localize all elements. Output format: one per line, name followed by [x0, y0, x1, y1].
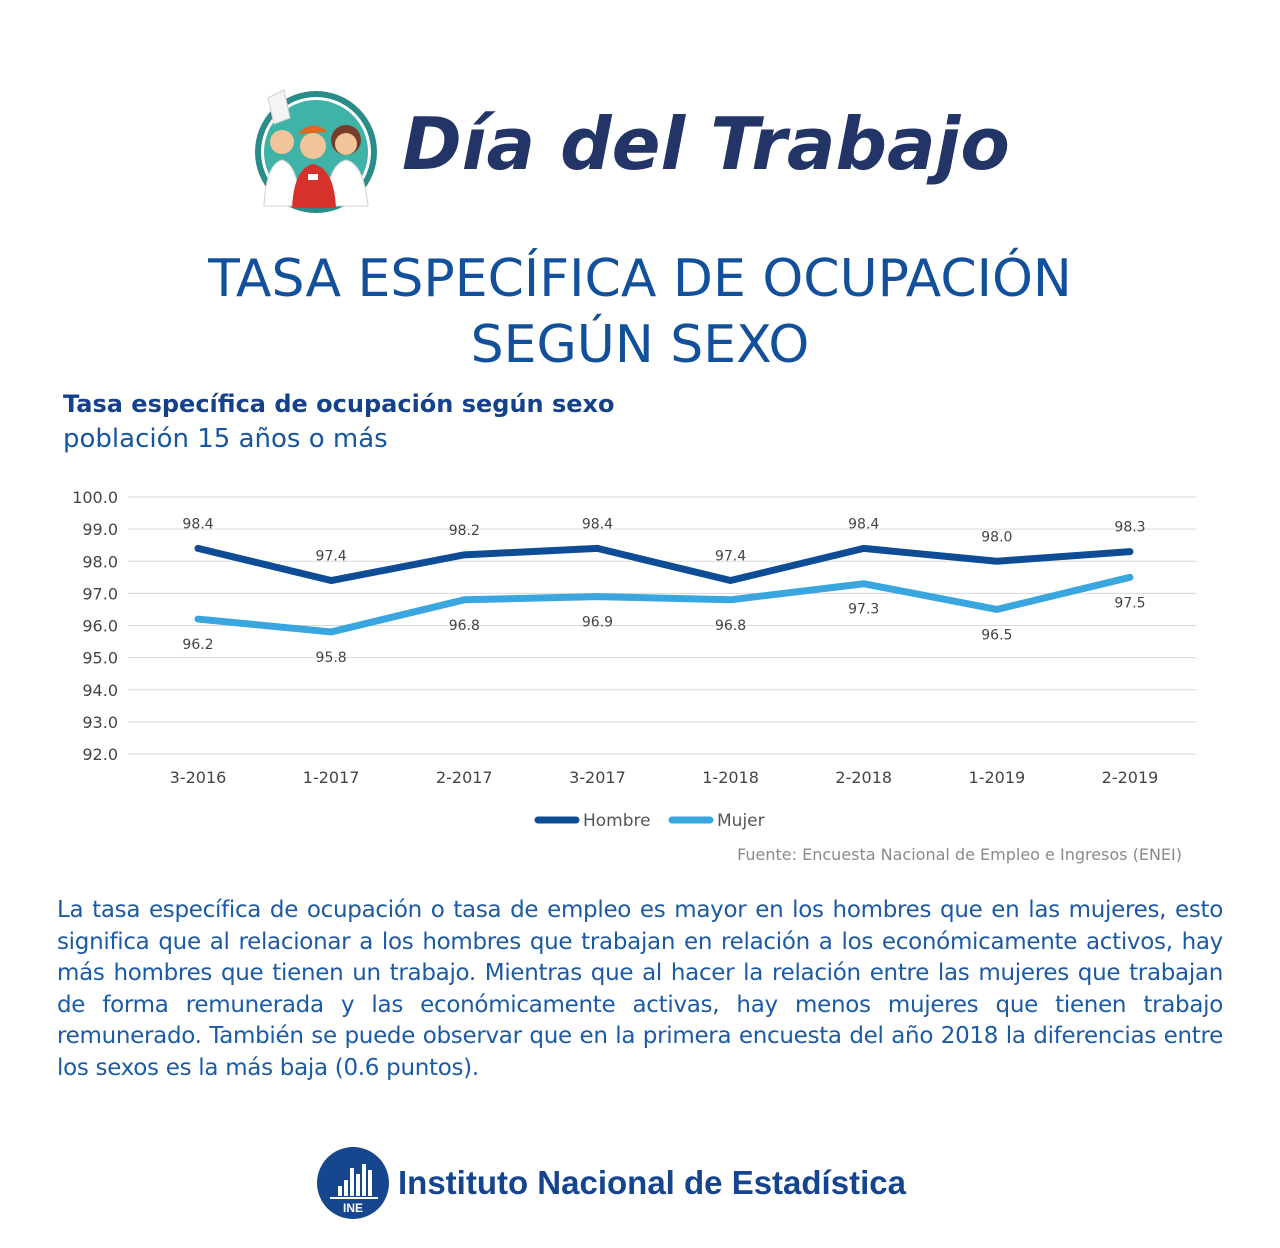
- y-tick-label: 93.0: [82, 713, 118, 732]
- chart-data-labels: 98.4 97.4 98.2 98.4 97.4 98.4 98.0 98.3 96.2 95.8…: [182, 516, 1145, 666]
- y-tick-label: 99.0: [82, 520, 118, 539]
- chart-series: [194, 544, 1134, 636]
- data-label-mujer: 96.9: [582, 615, 613, 631]
- data-label-hombre: 98.3: [1114, 520, 1145, 536]
- x-tick-label: 2-2019: [1102, 768, 1159, 787]
- y-tick-label: 95.0: [82, 649, 118, 668]
- footer: INE Instituto Nacional de Estadística: [316, 1146, 976, 1222]
- data-label-mujer: 97.3: [848, 602, 879, 618]
- main-title: TASA ESPECÍFICA DE OCUPACIÓN SEGÚN SEXO: [0, 246, 1280, 378]
- legend-label-mujer: Mujer: [717, 811, 765, 831]
- data-label-mujer: 96.5: [981, 627, 1012, 643]
- chart-legend: Hombre Mujer: [534, 811, 765, 831]
- y-tick-label: 97.0: [82, 584, 118, 603]
- x-tick-label: 3-2016: [170, 768, 227, 787]
- data-label-mujer: 96.8: [449, 618, 480, 634]
- x-tick-label: 1-2018: [702, 768, 759, 787]
- data-label-mujer: 96.8: [715, 618, 746, 634]
- x-tick-label: 2-2017: [436, 768, 493, 787]
- y-tick-label: 100.0: [72, 488, 118, 507]
- y-axis: 92.0 93.0 94.0 95.0 96.0 97.0 98.0 99.0 100.0: [72, 488, 118, 764]
- chart-title: Tasa específica de ocupación según sexo: [63, 390, 615, 418]
- header: Día del Trabajo: [250, 88, 1050, 218]
- x-tick-label: 3-2017: [569, 768, 626, 787]
- data-label-hombre: 97.4: [715, 549, 746, 565]
- y-tick-label: 98.0: [82, 552, 118, 571]
- y-tick-label: 94.0: [82, 681, 118, 700]
- data-label-hombre: 98.4: [182, 516, 213, 532]
- data-label-hombre: 97.4: [316, 549, 347, 565]
- y-tick-label: 96.0: [82, 617, 118, 636]
- institute-name: Instituto Nacional de Estadística: [398, 1164, 906, 1201]
- series-line-mujer: [194, 573, 1134, 636]
- x-axis: 3-2016 1-2017 2-2017 3-2017 1-2018 2-2018 1-20…: [170, 768, 1159, 787]
- x-tick-label: 2-2018: [835, 768, 892, 787]
- ine-logo-icon: INE: [317, 1147, 389, 1219]
- line-chart: 92.0 93.0 94.0 95.0 96.0 97.0 98.0 99.0 100.0 3-…: [72, 488, 1196, 831]
- legend-label-hombre: Hombre: [583, 811, 651, 831]
- main-title-line2: SEGÚN SEXO: [470, 315, 810, 375]
- header-title: Día del Trabajo: [402, 102, 1010, 186]
- source-note: Fuente: Encuesta Nacional de Empleo e In…: [737, 845, 1182, 864]
- data-label-mujer: 97.5: [1114, 595, 1145, 611]
- ine-logo-text: INE: [343, 1201, 363, 1215]
- data-label-mujer: 96.2: [182, 637, 213, 653]
- data-label-hombre: 98.4: [848, 516, 879, 532]
- data-label-mujer: 95.8: [316, 650, 347, 666]
- chart-subtitle: población 15 años o más: [63, 424, 388, 454]
- workers-illustration-icon: [255, 89, 377, 213]
- main-title-line1: TASA ESPECÍFICA DE OCUPACIÓN: [208, 249, 1072, 309]
- series-line-hombre: [194, 544, 1134, 585]
- x-tick-label: 1-2017: [303, 768, 360, 787]
- x-tick-label: 1-2019: [969, 768, 1026, 787]
- data-label-hombre: 98.2: [449, 523, 480, 539]
- data-label-hombre: 98.4: [582, 516, 613, 532]
- description-text: La tasa específica de ocupación o tasa d…: [57, 897, 1223, 1081]
- y-tick-label: 92.0: [82, 745, 118, 764]
- data-label-hombre: 98.0: [981, 529, 1012, 545]
